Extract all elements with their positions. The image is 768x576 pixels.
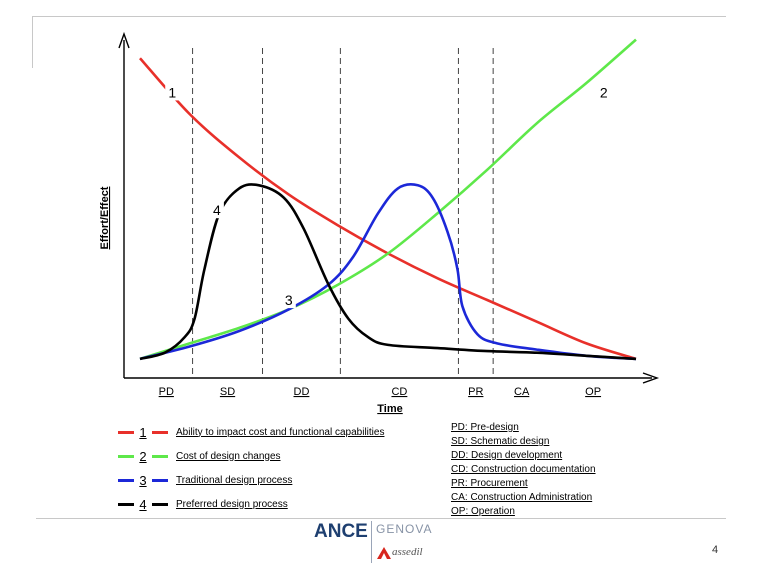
curve-2 [139,38,637,361]
logo-genova-text: GENOVA [376,522,433,536]
phase-label-pr: PR [468,386,483,398]
legend-line-1-right [152,430,168,434]
logo-assedil-text: assedil [392,546,423,558]
footer-divider [36,518,726,519]
abbr-dd: DD: Design development [451,450,563,461]
x-axis-arrow [642,372,660,384]
phase-label-op: OP [585,386,601,398]
effort-effect-chart: 1 2 3 4 PD SD DD CD PR CA OP Time Effort/Effect [99,31,660,415]
phase-label-cd: CD [391,386,407,398]
curve-label-1: 1 [168,84,176,100]
legend-item-4: 4 Preferred design process [118,492,384,516]
legend-label-3: Traditional design process [176,474,293,486]
curve-3 [139,183,637,361]
legend-line-3-right [152,478,168,482]
phase-label-sd: SD [220,386,235,398]
abbr-ca: CA: Construction Administration [451,492,593,503]
phase-label-dd: DD [294,386,310,398]
logo-ance-text: ANCE [314,521,368,542]
curve-label-2: 2 [600,84,608,100]
legend-line-3-left [118,478,134,482]
curve-label-bg-2 [596,84,611,101]
x-axis-title: Time [377,403,402,415]
assedil-mark-icon [377,547,391,559]
abbr-sd: SD: Schematic design [451,436,550,447]
phase-label-pd: PD [159,386,174,398]
abbr-cd: CD: Construction documentation [451,464,596,475]
legend-line-2-right [152,454,168,458]
legend-label-4: Preferred design process [176,498,288,510]
legend-line-4-left [118,502,134,506]
curve-label-bg-1 [165,84,180,101]
curve-label-bg-3 [281,292,296,309]
page-number: 4 [712,544,719,556]
legend-number-2: 2 [139,448,147,464]
legend-item-3: 3 Traditional design process [118,468,384,492]
legend-label-1: Ability to impact cost and functional ca… [176,426,385,438]
legend-item-1: 1 Ability to impact cost and functional … [118,420,384,444]
curve-4 [139,183,637,361]
phase-abbreviation-list: PD: Pre-design SD: Schematic design DD: … [451,421,596,519]
y-axis-arrow [118,31,130,49]
curve-label-4: 4 [213,202,221,218]
abbr-pr: PR: Procurement [451,478,528,489]
curve-legend: 1 Ability to impact cost and functional … [118,420,384,516]
legend-number-1: 1 [139,424,147,440]
abbr-pd: PD: Pre-design [451,422,519,433]
phase-label-ca: CA [514,386,530,398]
legend-line-4-right [152,502,168,506]
y-axis-title: Effort/Effect [99,186,111,249]
logo-separator [371,521,372,563]
ance-genova-logo: ANCE GENOVA assedil [314,519,434,565]
legend-line-2-left [118,454,134,458]
legend-number-4: 4 [139,496,147,512]
legend-label-2: Cost of design changes [176,450,281,462]
abbr-op: OP: Operation [451,506,515,517]
left-divider [32,16,33,68]
curve-label-bg-4 [209,202,224,219]
curve-label-3: 3 [285,292,293,308]
top-divider [32,16,726,17]
legend-item-2: 2 Cost of design changes [118,444,384,468]
legend-number-3: 3 [139,472,147,488]
legend-line-1-left [118,430,134,434]
